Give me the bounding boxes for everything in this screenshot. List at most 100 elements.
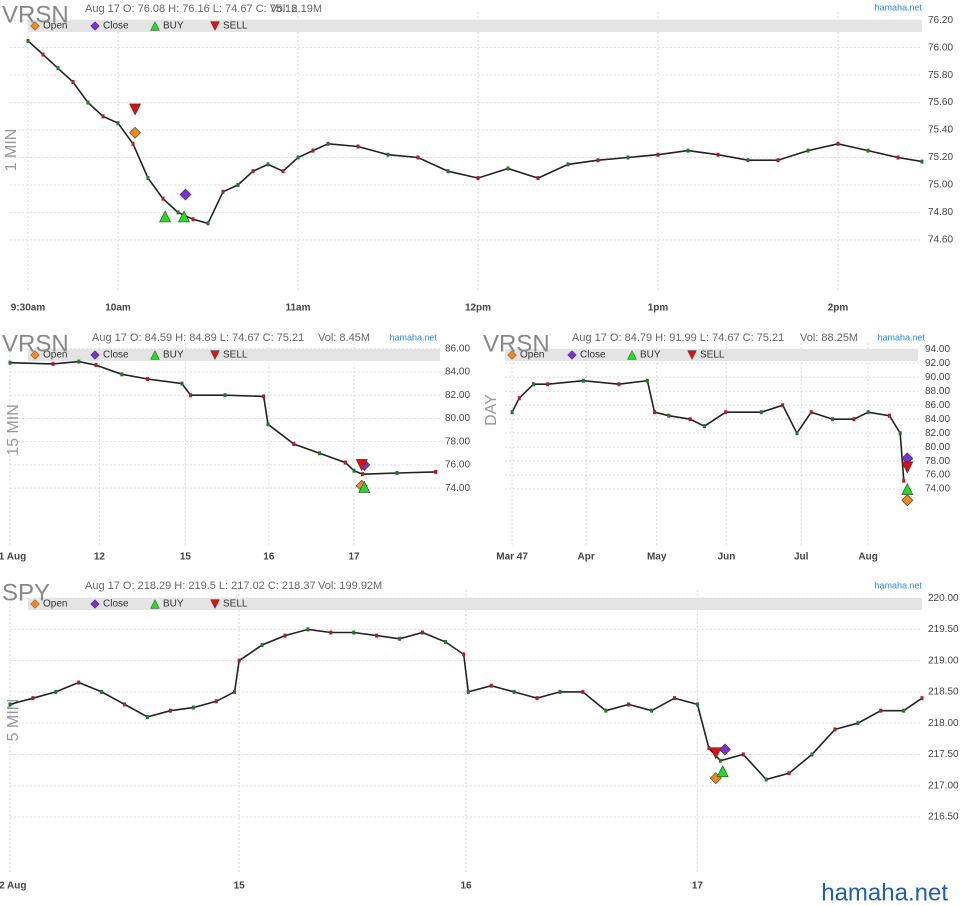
price-candle (31, 696, 35, 701)
price-candle (707, 746, 711, 751)
price-candle (656, 152, 660, 157)
x-tick-label: 16 (460, 881, 472, 892)
price-candle (375, 633, 379, 638)
price-candle (902, 708, 906, 713)
legend-icon (150, 21, 160, 31)
legend-label: Open (43, 21, 67, 32)
price-candle (54, 689, 58, 694)
ticker: VRSN (2, 330, 69, 357)
x-tick-label: 1pm (648, 303, 669, 314)
price-candle (741, 752, 745, 757)
trade-marker (901, 461, 914, 474)
price-candle (116, 121, 120, 126)
y-tick-label: 217.50 (928, 749, 959, 760)
price-candle (352, 630, 356, 635)
interval: 15 MIN (5, 404, 22, 456)
trade-marker (129, 103, 142, 116)
y-tick-label: 84.00 (445, 367, 470, 378)
x-tick-label: 10am (105, 303, 131, 314)
price-candle (94, 363, 98, 368)
price-candle (673, 696, 677, 701)
y-tick-label: 219.50 (928, 624, 959, 635)
price-candle (443, 639, 447, 644)
x-tick-label: 11am (285, 303, 310, 314)
trade-marker (901, 482, 914, 495)
quote-info: Aug 17 O: 84.59 H: 84.89 L: 74.67 C: 75.… (92, 332, 304, 344)
price-candle (283, 633, 287, 638)
price-candle (180, 381, 184, 386)
price-candle (759, 410, 763, 415)
price-candle (581, 378, 585, 383)
price-candle (386, 152, 390, 157)
y-tick-label: 75.80 (928, 70, 953, 81)
y-tick-label: 86.00 (925, 400, 950, 411)
legend-icon (150, 350, 160, 360)
x-tick-label: 17 (348, 552, 360, 563)
price-candle (581, 689, 585, 694)
price-candle (434, 469, 438, 474)
trade-marker (159, 210, 172, 223)
y-tick-label: 82.00 (925, 428, 950, 439)
price-candle (221, 189, 225, 194)
price-candle (161, 196, 165, 201)
y-tick-label: 75.00 (928, 180, 953, 191)
interval: DAY (483, 394, 500, 426)
legend-label: BUY (163, 599, 184, 610)
y-tick-label: 75.20 (928, 152, 953, 163)
price-candle (262, 394, 266, 399)
price-candle (510, 410, 514, 415)
legend-icon (30, 21, 40, 31)
price-candle (831, 417, 835, 422)
legend-label: Open (43, 599, 67, 610)
source: hamaha.net (877, 332, 925, 342)
legend-icon (507, 350, 517, 360)
price-candle (77, 680, 81, 685)
y-tick-label: 76.00 (925, 470, 950, 481)
legend-icon (567, 350, 577, 360)
price-candle (466, 689, 470, 694)
price-candle (809, 410, 813, 415)
price-candle (395, 471, 399, 476)
price-candle (650, 708, 654, 713)
price-candle (653, 410, 657, 415)
price-candle (146, 176, 150, 181)
price-candle (724, 410, 728, 415)
y-tick-label: 76.20 (928, 15, 953, 26)
price-candle (902, 478, 906, 483)
legend-icon (210, 21, 220, 31)
price-candle (856, 721, 860, 726)
legend-label: Close (580, 350, 606, 361)
legend-icon (150, 599, 160, 609)
quote-info: Aug 17 O: 218.29 H: 219.5 L: 217.02 C: 2… (85, 580, 316, 592)
price-candle (26, 38, 30, 43)
price-candle (627, 702, 631, 707)
x-tick-label: 15 (180, 552, 192, 563)
x-tick-label: Jul (794, 552, 809, 563)
price-candle (191, 217, 195, 222)
price-candle (920, 696, 924, 701)
y-tick-label: 80.00 (925, 442, 950, 453)
price-candle (251, 169, 255, 174)
x-tick-label: 17 (692, 881, 704, 892)
legend-band (28, 349, 440, 361)
volume: Vol: 2.19M (270, 3, 322, 15)
legend-label: Open (43, 350, 67, 361)
price-candle (260, 643, 264, 648)
price-candle (356, 144, 360, 149)
trade-marker (129, 126, 142, 139)
y-tick-label: 86.00 (445, 343, 470, 354)
price-candle (716, 152, 720, 157)
price-candle (688, 417, 692, 422)
price-candle (446, 169, 450, 174)
x-tick-label: Mar 47 (496, 552, 528, 563)
price-line (27, 40, 923, 225)
price-candle (702, 424, 706, 429)
price-candle (266, 422, 270, 427)
legend-icon (687, 350, 697, 360)
legend-label: Close (103, 350, 129, 361)
price-candle (776, 158, 780, 163)
price-candle (237, 658, 241, 663)
price-candle (512, 689, 516, 694)
price-candle (281, 169, 285, 174)
price-line (9, 628, 923, 781)
